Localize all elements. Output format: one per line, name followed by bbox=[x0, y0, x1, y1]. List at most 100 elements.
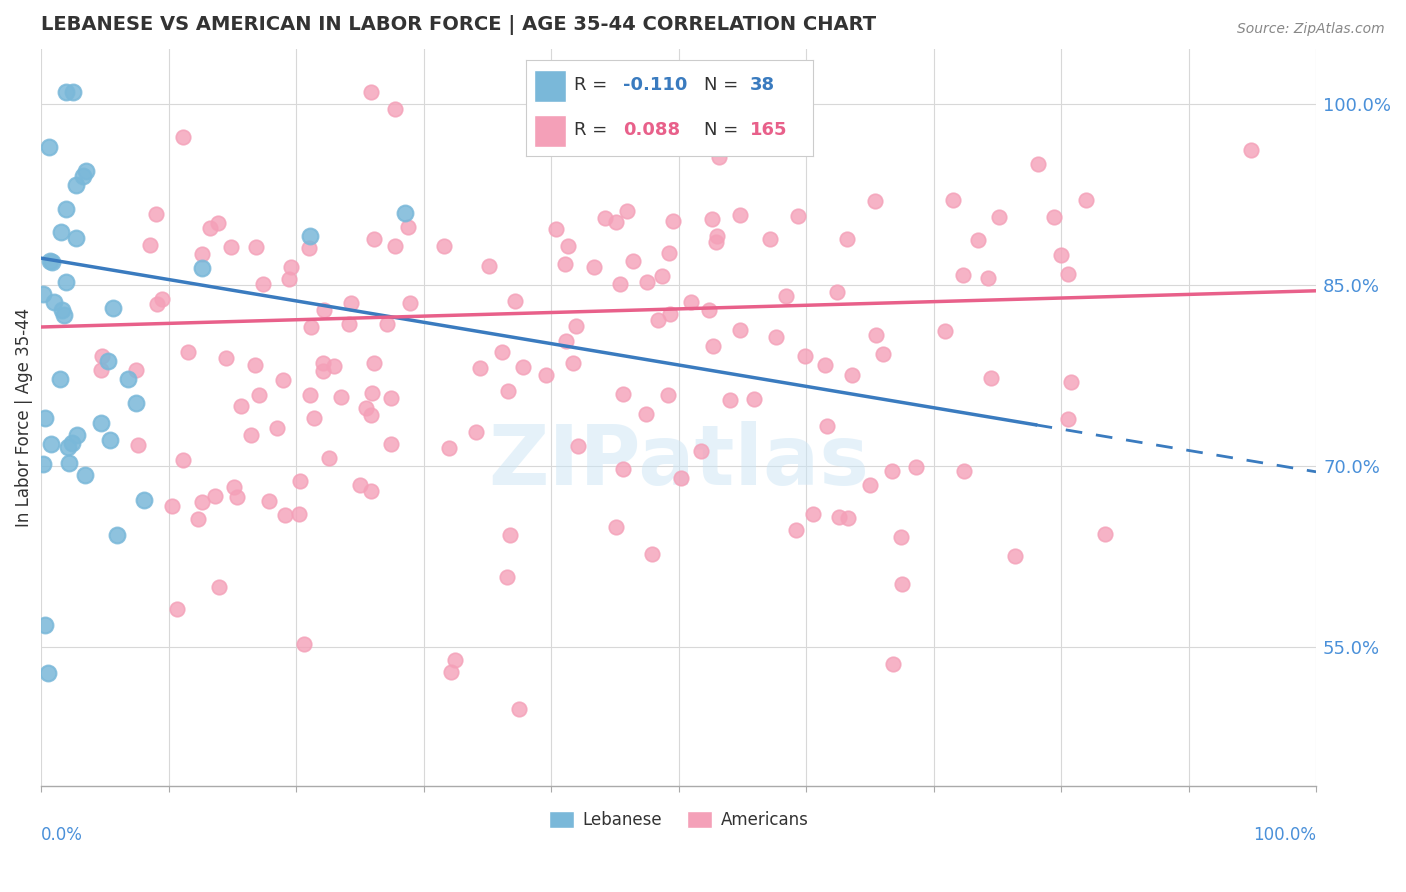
Text: LEBANESE VS AMERICAN IN LABOR FORCE | AGE 35-44 CORRELATION CHART: LEBANESE VS AMERICAN IN LABOR FORCE | AG… bbox=[41, 15, 876, 35]
Point bbox=[536, 368, 558, 382]
Point bbox=[363, 356, 385, 370]
Point bbox=[759, 232, 782, 246]
Point bbox=[612, 462, 634, 476]
Text: Source: ZipAtlas.com: Source: ZipAtlas.com bbox=[1237, 22, 1385, 37]
Point bbox=[880, 463, 903, 477]
Point bbox=[1239, 143, 1261, 157]
Point bbox=[124, 396, 146, 410]
Point bbox=[815, 418, 838, 433]
Point bbox=[134, 492, 156, 507]
Point bbox=[953, 465, 976, 479]
Point bbox=[468, 360, 491, 375]
Point bbox=[444, 653, 467, 667]
Point bbox=[62, 85, 84, 99]
Point bbox=[730, 97, 752, 112]
Point bbox=[187, 512, 209, 526]
Point bbox=[58, 440, 80, 454]
Point bbox=[219, 240, 242, 254]
Point bbox=[32, 457, 55, 471]
Point bbox=[127, 438, 149, 452]
Point bbox=[360, 484, 382, 499]
Point bbox=[39, 437, 62, 451]
Point bbox=[934, 324, 956, 338]
Point bbox=[318, 450, 340, 465]
Point bbox=[657, 387, 679, 401]
Point bbox=[499, 528, 522, 542]
Point bbox=[742, 392, 765, 407]
Point bbox=[396, 219, 419, 234]
Point bbox=[557, 239, 579, 253]
Legend: Lebanese, Americans: Lebanese, Americans bbox=[543, 805, 815, 836]
Point bbox=[354, 401, 377, 415]
Point bbox=[882, 657, 904, 671]
Point bbox=[90, 416, 112, 430]
Point bbox=[349, 477, 371, 491]
Point bbox=[247, 388, 270, 402]
Point bbox=[360, 386, 382, 401]
Point bbox=[314, 302, 336, 317]
Point bbox=[363, 232, 385, 246]
Point bbox=[252, 277, 274, 291]
Point bbox=[702, 212, 724, 227]
Point bbox=[380, 391, 402, 405]
Point bbox=[101, 301, 124, 315]
Point bbox=[641, 547, 664, 561]
Point bbox=[1004, 549, 1026, 563]
Point bbox=[245, 239, 267, 253]
Point bbox=[240, 428, 263, 442]
Point bbox=[707, 150, 730, 164]
Point bbox=[1094, 527, 1116, 541]
Point bbox=[53, 308, 76, 322]
Point bbox=[330, 390, 353, 404]
Point bbox=[1026, 157, 1049, 171]
Point bbox=[952, 268, 974, 282]
Point bbox=[728, 208, 751, 222]
Point bbox=[290, 475, 312, 489]
Point bbox=[146, 297, 169, 311]
Point bbox=[299, 228, 322, 243]
Point bbox=[748, 132, 770, 146]
Point bbox=[55, 202, 77, 216]
Point bbox=[190, 260, 212, 275]
Point bbox=[699, 302, 721, 317]
Point bbox=[208, 580, 231, 594]
Point bbox=[360, 408, 382, 422]
Point bbox=[785, 524, 807, 538]
Point bbox=[689, 444, 711, 458]
Point bbox=[718, 393, 741, 408]
Point bbox=[34, 618, 56, 632]
Point bbox=[166, 602, 188, 616]
Point bbox=[503, 293, 526, 308]
Point bbox=[555, 334, 578, 348]
Point bbox=[685, 85, 707, 99]
Point bbox=[786, 210, 808, 224]
Point bbox=[658, 246, 681, 260]
Point bbox=[681, 295, 703, 310]
Point bbox=[55, 275, 77, 289]
Point bbox=[942, 193, 965, 207]
Point bbox=[1043, 210, 1066, 224]
Point bbox=[55, 85, 77, 99]
Point bbox=[91, 349, 114, 363]
Y-axis label: In Labor Force | Age 35-44: In Labor Force | Age 35-44 bbox=[15, 308, 32, 527]
Point bbox=[245, 358, 267, 372]
Point bbox=[375, 317, 398, 331]
Point bbox=[72, 169, 94, 184]
Point bbox=[605, 215, 627, 229]
Point bbox=[593, 211, 616, 226]
Point bbox=[38, 253, 60, 268]
Point bbox=[813, 359, 835, 373]
Point bbox=[266, 420, 288, 434]
Point bbox=[302, 410, 325, 425]
Point bbox=[609, 277, 631, 291]
Point bbox=[274, 508, 297, 522]
Point bbox=[273, 373, 295, 387]
Point bbox=[312, 356, 335, 370]
Point bbox=[1060, 375, 1083, 389]
Point bbox=[204, 489, 226, 503]
Point bbox=[98, 434, 121, 448]
Point bbox=[669, 471, 692, 485]
Point bbox=[491, 345, 513, 359]
Point bbox=[825, 285, 848, 299]
Point bbox=[621, 254, 644, 268]
